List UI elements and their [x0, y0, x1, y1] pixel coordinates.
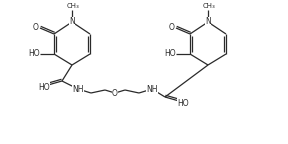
Text: O: O: [169, 23, 175, 33]
Text: HO: HO: [177, 98, 189, 108]
Text: CH₃: CH₃: [203, 3, 215, 9]
Text: CH₃: CH₃: [67, 3, 79, 9]
Text: N: N: [69, 18, 75, 26]
Text: O: O: [112, 89, 118, 97]
Text: O: O: [33, 23, 39, 33]
Text: HO: HO: [38, 83, 50, 91]
Text: HO: HO: [164, 50, 176, 58]
Text: HO: HO: [28, 50, 40, 58]
Text: NH: NH: [146, 85, 158, 93]
Text: NH: NH: [72, 85, 84, 93]
Text: N: N: [205, 18, 211, 26]
